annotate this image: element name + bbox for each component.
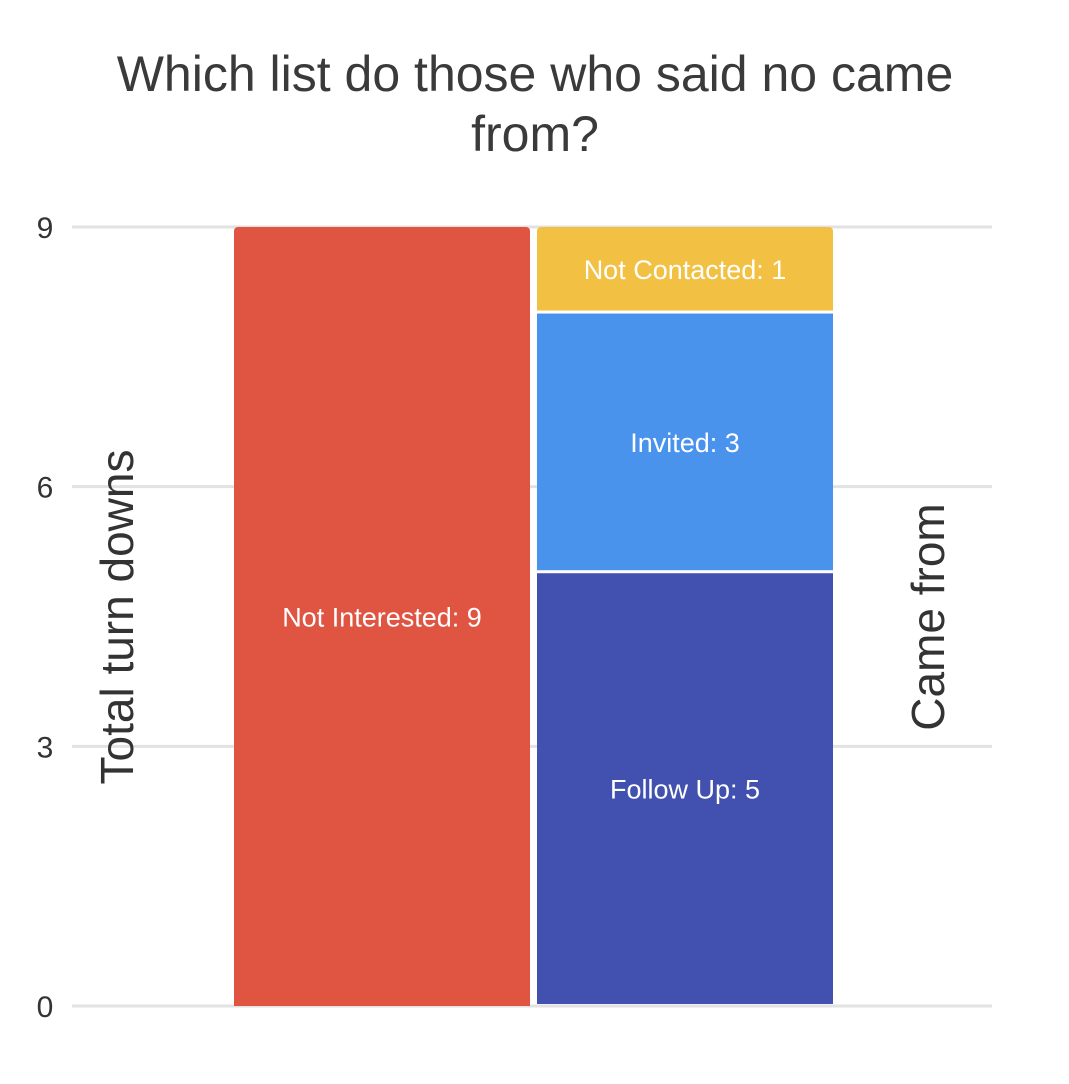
bar-segment: [537, 313, 833, 571]
chart-title: Which list do those who said no came fro…: [116, 46, 954, 162]
y-tick-label: 6: [37, 472, 54, 505]
y-tick-label: 3: [37, 731, 54, 764]
y-axis-ticks: 0 3 6 9: [37, 212, 54, 1024]
segment-labels: Not Interested: 9 Follow Up: 5 Invited: 3 N…: [282, 255, 786, 805]
y-axis-label: Total turn downs: [91, 450, 143, 785]
bar-segment-label: Follow Up: 5: [610, 775, 760, 805]
bar-segment: [537, 573, 833, 1004]
bars: [234, 227, 833, 1006]
bar-segment-label: Not Contacted: 1: [584, 255, 787, 285]
gridlines: [72, 225, 992, 1008]
bar-segment-label: Invited: 3: [630, 428, 740, 458]
bar-segment-fill: [234, 233, 530, 1006]
bar-segment-label: Not Interested: 9: [282, 603, 482, 633]
bar-segment-fill: [537, 233, 833, 311]
y-tick-label: 0: [37, 991, 54, 1024]
y-axis-label-right: Came from: [902, 503, 954, 730]
y-tick-label: 9: [37, 212, 54, 245]
